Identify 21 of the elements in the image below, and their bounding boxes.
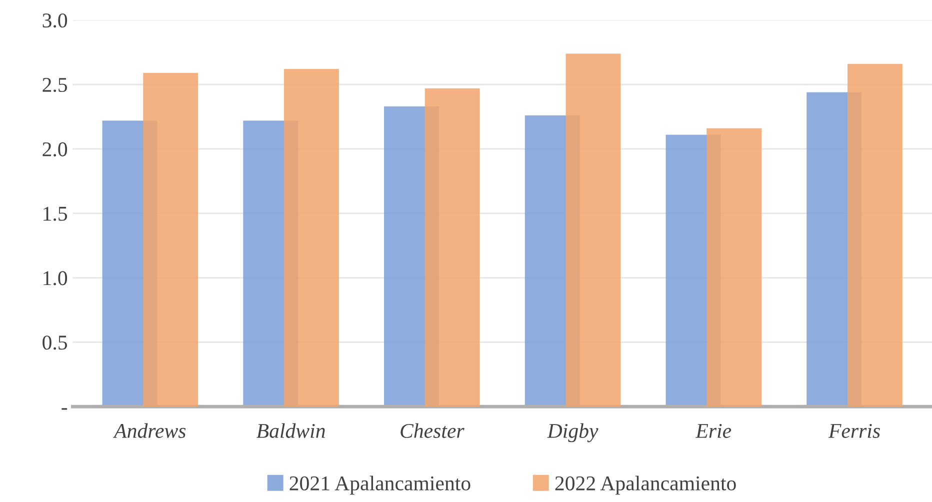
legend-label: 2021 Apalancamiento: [290, 476, 470, 495]
x-tick-label: Chester: [400, 423, 464, 438]
x-tick-label: Baldwin: [256, 423, 325, 438]
bar: [566, 54, 621, 407]
bar: [847, 64, 902, 407]
y-tick-label: 1.5: [44, 206, 68, 221]
y-tick-label: 0.5: [42, 336, 68, 350]
x-tick-label: Erie: [695, 424, 732, 438]
x-tick-label: Digby: [547, 423, 598, 442]
y-tick-label: -: [62, 408, 68, 410]
y-tick-label: 2.5: [42, 78, 68, 92]
x-tick-label: Andrews: [112, 423, 186, 438]
y-tick-label: 3.0: [42, 13, 68, 28]
bar: [706, 128, 762, 407]
bar: [424, 88, 480, 407]
legend-label: 2022 Apalancamiento: [555, 476, 736, 495]
bar: [143, 72, 198, 407]
bar: [284, 69, 339, 407]
x-tick-label: Ferris: [828, 424, 880, 438]
y-tick-label: 1.0: [44, 271, 68, 286]
y-tick-label: 2.0: [42, 142, 68, 156]
